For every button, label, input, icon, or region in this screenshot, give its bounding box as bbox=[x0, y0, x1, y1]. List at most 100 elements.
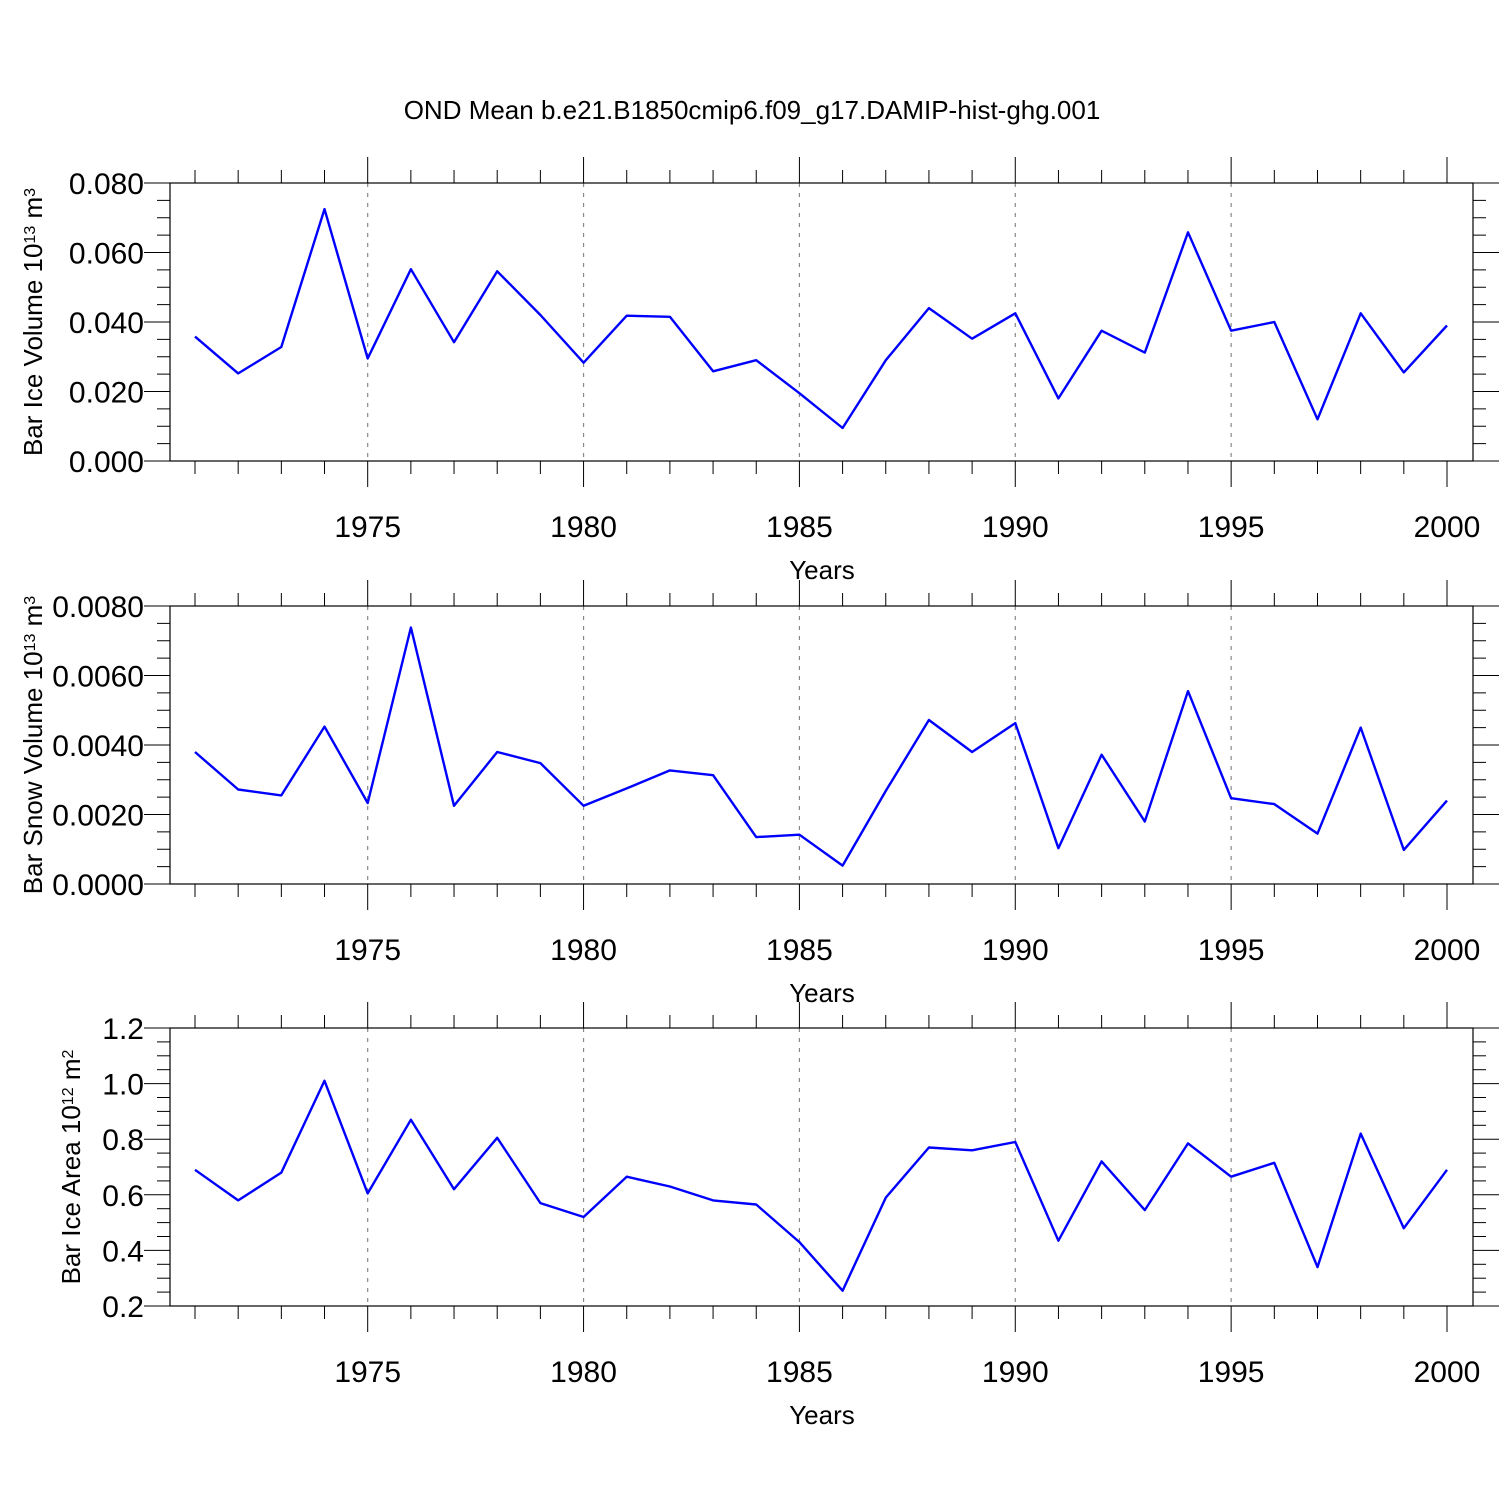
panel-3-y-axis-label-part: m bbox=[56, 1058, 86, 1087]
panel-1-data-point bbox=[236, 371, 240, 375]
panel-1-y-tick-label: 0.000 bbox=[69, 446, 144, 479]
panel-1-x-tick-label: 1995 bbox=[1198, 511, 1265, 544]
panel-3-data-point bbox=[366, 1191, 370, 1195]
panel-1-y-tick-label: 0.020 bbox=[69, 377, 144, 410]
panel-3-data-point bbox=[884, 1196, 888, 1200]
panel-1-data-point bbox=[668, 315, 672, 319]
panel-1-data-point bbox=[1272, 320, 1276, 324]
panel-1-data-point bbox=[1229, 329, 1233, 333]
panel-2-y-tick-label: 0.0060 bbox=[52, 661, 144, 694]
panel-2-data-point bbox=[1013, 721, 1017, 725]
panel-3-data-point bbox=[711, 1198, 715, 1202]
panel-3-data-point bbox=[1445, 1168, 1449, 1172]
panel-3-data-point bbox=[323, 1079, 327, 1083]
panel-2-data-point bbox=[236, 787, 240, 791]
panel-2-data-point bbox=[754, 835, 758, 839]
panel-1-data-point bbox=[1359, 311, 1363, 315]
panel-3-y-tick-label: 0.6 bbox=[102, 1180, 144, 1213]
panel-2-y-axis-label-sup: 3 bbox=[22, 596, 39, 605]
panel-1-y-axis-label-sup: 13 bbox=[22, 226, 39, 244]
panel-3-y-axis-label-part: Bar Ice Area 10 bbox=[56, 1105, 86, 1284]
panel-3-data-point bbox=[841, 1289, 845, 1293]
panel-1-data-point bbox=[1100, 329, 1104, 333]
panel-3-y-axis-label: Bar Ice Area 1012 m2 bbox=[56, 1049, 86, 1284]
panel-3-x-tick-label: 2000 bbox=[1414, 1356, 1481, 1389]
panel-1-data-point bbox=[1056, 396, 1060, 400]
panel-3-y-tick-label: 0.4 bbox=[102, 1235, 144, 1268]
panel-2-x-tick-label: 1980 bbox=[550, 934, 617, 967]
panel-1-y-tick-label: 0.060 bbox=[69, 238, 144, 271]
panel-1-data-point bbox=[409, 267, 413, 271]
panel-3-x-tick-label: 1990 bbox=[982, 1356, 1049, 1389]
panel-2-data-point bbox=[582, 804, 586, 808]
panel-1-data-point bbox=[625, 314, 629, 318]
panel-1-plot-frame bbox=[169, 182, 1474, 462]
panel-1-series-line bbox=[194, 207, 1448, 430]
panel-3-x-tick-label: 1980 bbox=[550, 1356, 617, 1389]
panel-1-data-point bbox=[366, 356, 370, 360]
panel-1-y-axis-label-sup: 3 bbox=[22, 188, 39, 197]
panel-1-y-axis-label: Bar Ice Volume 1013 m3 bbox=[18, 188, 48, 456]
panel-2-data-point bbox=[841, 864, 845, 868]
panels: 0.000 0.020 0.040 0.060 0.080 1975 1980 1985 199… bbox=[18, 157, 1499, 1430]
panel-2-y-axis-label: Bar Snow Volume 1013 m3 bbox=[18, 596, 48, 895]
panel-2-x-axis-label: Years bbox=[789, 978, 855, 1008]
panel-3-plot-frame bbox=[169, 1027, 1474, 1307]
panel-3-y-axis-label-sup: 12 bbox=[60, 1087, 77, 1105]
panel-2-data-point bbox=[1402, 848, 1406, 852]
panel-2-x-tick-label: 1985 bbox=[766, 934, 833, 967]
panel-2-data-point bbox=[1315, 832, 1319, 836]
panel-2-data-point bbox=[323, 725, 327, 729]
panel-2-data-point bbox=[970, 750, 974, 754]
panel-2-data-point bbox=[1272, 802, 1276, 806]
panel-3-data-point bbox=[279, 1171, 283, 1175]
panel-2-data-point bbox=[1359, 726, 1363, 730]
chart-panel-3: 0.2 0.4 0.6 0.8 1.0 1.2 1975 1980 1985 1990 1995 20… bbox=[56, 1002, 1499, 1430]
panel-1-y-axis-label-part: Bar Ice Volume 10 bbox=[18, 244, 48, 456]
panel-3-x-tick-label: 1985 bbox=[766, 1356, 833, 1389]
panel-2-plot-frame bbox=[169, 605, 1474, 885]
panel-1-y-tick-label: 0.080 bbox=[69, 168, 144, 201]
panel-2-data-point bbox=[1445, 799, 1449, 803]
panel-3-series-line bbox=[194, 1079, 1448, 1292]
panel-3-data-point bbox=[495, 1136, 499, 1140]
panel-1-x-axis-label: Years bbox=[789, 555, 855, 585]
panel-2-data-point bbox=[625, 786, 629, 790]
panel-1-data-point bbox=[1186, 230, 1190, 234]
panel-1-x-tick-label: 2000 bbox=[1414, 511, 1481, 544]
panel-2-data-point bbox=[884, 789, 888, 793]
panel-2-data-point bbox=[1143, 819, 1147, 823]
panel-1-data-point bbox=[841, 426, 845, 430]
panel-3-data-point bbox=[236, 1198, 240, 1202]
panel-2-x-tick-label: 1990 bbox=[982, 934, 1049, 967]
panel-1-y-tick-label: 0.040 bbox=[69, 307, 144, 340]
panel-3-data-point bbox=[1143, 1208, 1147, 1212]
panel-2-data-point bbox=[1100, 753, 1104, 757]
panel-2-data-point bbox=[1056, 846, 1060, 850]
panel-3-y-tick-label: 0.2 bbox=[102, 1291, 144, 1324]
panel-3-data-point bbox=[1100, 1159, 1104, 1163]
panel-1-data-point bbox=[193, 335, 197, 339]
panel-2-data-point bbox=[366, 801, 370, 805]
panel-2-data-point bbox=[452, 804, 456, 808]
panel-2-y-tick-label: 0.0080 bbox=[52, 591, 144, 624]
panel-3-data-point bbox=[1013, 1140, 1017, 1144]
panel-3-data-point bbox=[797, 1240, 801, 1244]
panel-1-data-point bbox=[582, 361, 586, 365]
panel-1-x-tick-label: 1985 bbox=[766, 511, 833, 544]
panel-2-y-tick-label: 0.0040 bbox=[52, 730, 144, 763]
panel-2-data-point bbox=[279, 793, 283, 797]
panel-2-data-point bbox=[193, 750, 197, 754]
panel-3-data-point bbox=[1272, 1161, 1276, 1165]
panel-3-x-tick-label: 1975 bbox=[334, 1356, 401, 1389]
panel-1-data-point bbox=[884, 358, 888, 362]
panel-3-data-point bbox=[1315, 1265, 1319, 1269]
panel-1-data-point bbox=[927, 306, 931, 310]
panel-1-data-point bbox=[711, 369, 715, 373]
panel-3-data-point bbox=[970, 1148, 974, 1152]
panel-3-data-point bbox=[754, 1203, 758, 1207]
panel-1-data-point bbox=[797, 391, 801, 395]
panel-2-x-tick-label: 1995 bbox=[1198, 934, 1265, 967]
panel-2-y-tick-label: 0.0000 bbox=[52, 869, 144, 902]
